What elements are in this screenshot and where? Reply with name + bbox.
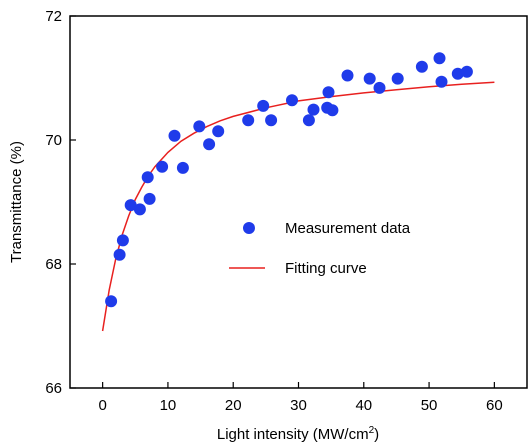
- measurement-point: [391, 72, 404, 85]
- measurement-points-layer: [105, 52, 473, 308]
- measurement-point: [326, 104, 339, 117]
- y-tick-label: 72: [45, 8, 62, 25]
- x-tick-label: 10: [160, 397, 177, 414]
- measurement-point: [363, 72, 376, 85]
- measurement-point: [124, 199, 137, 212]
- legend-label-measurement: Measurement data: [285, 220, 411, 237]
- measurement-point: [193, 120, 206, 133]
- measurement-point: [168, 129, 181, 142]
- measurement-point: [156, 160, 169, 173]
- measurement-point: [113, 248, 126, 261]
- y-tick-label: 66: [45, 380, 62, 397]
- x-tick-label: 30: [290, 397, 307, 414]
- measurement-point: [451, 67, 464, 80]
- axis-ticks-layer: 0 10 20 30 40 50 60 66 68 70 72: [45, 8, 502, 414]
- y-tick-label: 70: [45, 132, 62, 149]
- measurement-point: [373, 81, 386, 94]
- measurement-point: [307, 103, 320, 116]
- measurement-point: [176, 161, 189, 174]
- measurement-point: [212, 125, 225, 138]
- measurement-point: [116, 234, 129, 247]
- y-axis-title: Transmittance (%): [8, 141, 25, 263]
- x-tick-label: 60: [486, 397, 503, 414]
- measurement-point: [322, 86, 335, 99]
- measurement-point: [415, 60, 428, 73]
- measurement-point: [433, 52, 446, 65]
- x-tick-label: 50: [421, 397, 438, 414]
- measurement-point: [133, 203, 146, 216]
- measurement-point: [143, 192, 156, 205]
- measurement-point: [265, 114, 278, 127]
- fitting-curve-line: [101, 81, 495, 332]
- measurement-point: [286, 94, 298, 107]
- measurement-point: [435, 75, 448, 88]
- legend-label-fit: Fitting curve: [285, 260, 367, 277]
- x-axis-title: Light intensity (MW/cm2): [217, 425, 379, 443]
- x-tick-label: 40: [355, 397, 372, 414]
- x-tick-label: 20: [225, 397, 242, 414]
- fitting-curve-layer: [101, 81, 495, 332]
- measurement-point: [105, 295, 118, 308]
- measurement-point: [302, 114, 315, 127]
- measurement-point: [203, 138, 216, 151]
- measurement-point: [460, 65, 473, 78]
- x-tick-label: 0: [98, 397, 106, 414]
- measurement-point: [141, 171, 154, 184]
- measurement-point: [257, 99, 270, 112]
- measurement-point: [242, 114, 255, 127]
- measurement-point: [341, 69, 354, 82]
- y-tick-label: 68: [45, 256, 62, 273]
- legend-marker-measurement: [243, 222, 255, 234]
